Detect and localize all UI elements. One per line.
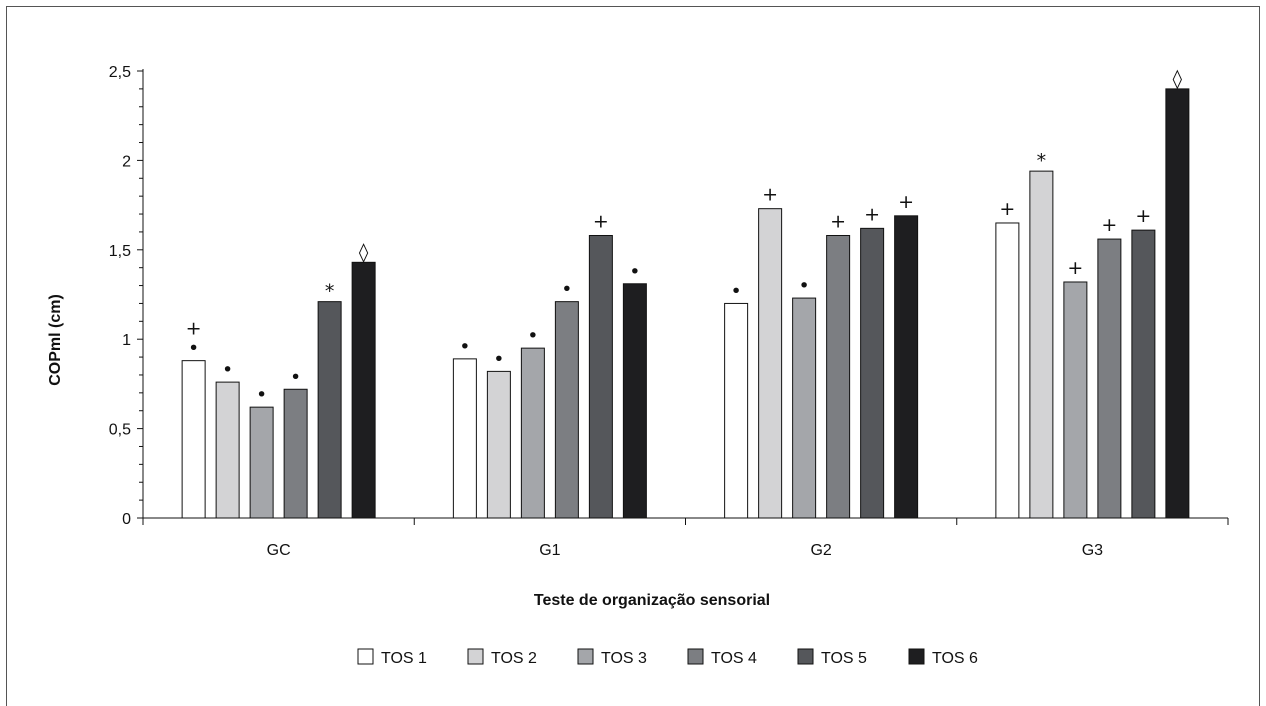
chart-frame: [6, 6, 1260, 706]
marker-label: +: [1101, 214, 1117, 236]
legend-label: TOS 5: [821, 650, 867, 667]
bar: [1063, 281, 1088, 519]
bar: [554, 301, 579, 519]
legend-label: TOS 1: [381, 650, 427, 667]
bar: [894, 215, 919, 519]
bar: [588, 234, 613, 519]
legend-label: TOS 3: [601, 650, 647, 667]
bar: [1131, 229, 1156, 519]
marker-label: •: [188, 338, 199, 360]
x-tick-label: GC: [267, 542, 291, 559]
bar: [215, 381, 240, 519]
legend-swatch: [797, 648, 814, 665]
marker-label: *: [325, 281, 335, 303]
bar: [351, 261, 376, 519]
marker-label: +: [1135, 205, 1151, 227]
marker-label: +: [898, 191, 914, 213]
marker-label: •: [561, 279, 572, 301]
legend-label: TOS 2: [491, 650, 537, 667]
marker-label: +: [762, 184, 778, 206]
legend-label: TOS 4: [711, 650, 757, 667]
bar: [826, 234, 851, 519]
marker-label: •: [629, 261, 640, 283]
marker-label: •: [222, 359, 233, 381]
bar: [452, 358, 477, 519]
y-tick-label: 1: [122, 332, 131, 349]
marker-label: +: [864, 203, 880, 225]
marker-label: *: [1037, 150, 1047, 172]
bar: [1029, 170, 1054, 519]
legend-swatch: [577, 648, 594, 665]
bar: [724, 302, 749, 519]
bar: [520, 347, 545, 519]
marker-label: +: [186, 318, 202, 340]
marker-label: +: [830, 210, 846, 232]
legend-label: TOS 6: [932, 650, 978, 667]
bar: [622, 283, 647, 519]
x-tick-label: G2: [810, 542, 831, 559]
bar: [486, 370, 511, 519]
bar: [995, 222, 1020, 519]
marker-label: •: [799, 275, 810, 297]
marker-label: +: [1067, 257, 1083, 279]
legend-swatch: [908, 648, 925, 665]
y-tick-label: 2: [122, 153, 131, 170]
marker-label: •: [290, 366, 301, 388]
x-tick-label: G1: [539, 542, 560, 559]
marker-label: +: [593, 210, 609, 232]
legend-swatch: [467, 648, 484, 665]
x-axis-title: Teste de organização sensorial: [534, 592, 770, 609]
bar: [317, 301, 342, 519]
y-tick-label: 1,5: [109, 243, 131, 260]
y-tick-label: 0: [122, 511, 131, 528]
bar: [792, 297, 817, 519]
marker-label: •: [527, 325, 538, 347]
y-axis-title: COPml (cm): [47, 294, 64, 386]
marker-label: ◊: [1173, 68, 1183, 90]
legend-swatch: [687, 648, 704, 665]
bar: [249, 406, 274, 519]
x-tick-label: G3: [1082, 542, 1103, 559]
legend-swatch: [357, 648, 374, 665]
bar: [181, 360, 206, 519]
bar: [283, 388, 308, 519]
bar: [1097, 238, 1122, 519]
bar: [1165, 88, 1190, 519]
legend: TOS 1 TOS 2 TOS 3 TOS 4 TOS 5 TOS 6: [357, 648, 978, 667]
significance-markers: •+••+• •+*•••+••+ +*+ + +◊•+◊: [186, 68, 1183, 406]
marker-label: ◊: [359, 241, 369, 263]
y-tick-label: 0,5: [109, 422, 131, 439]
marker-label: •: [256, 384, 267, 406]
marker-label: •: [731, 280, 742, 302]
bar: [758, 208, 783, 519]
axes: 0 0,5 1 1,5 2 2,5 GC G1 G2 G3: [109, 64, 1229, 559]
marker-label: +: [999, 198, 1015, 220]
bar: [860, 227, 885, 519]
bars: [181, 88, 1190, 519]
marker-label: •: [459, 336, 470, 358]
y-tick-label: 2,5: [109, 64, 131, 81]
marker-label: •: [493, 348, 504, 370]
